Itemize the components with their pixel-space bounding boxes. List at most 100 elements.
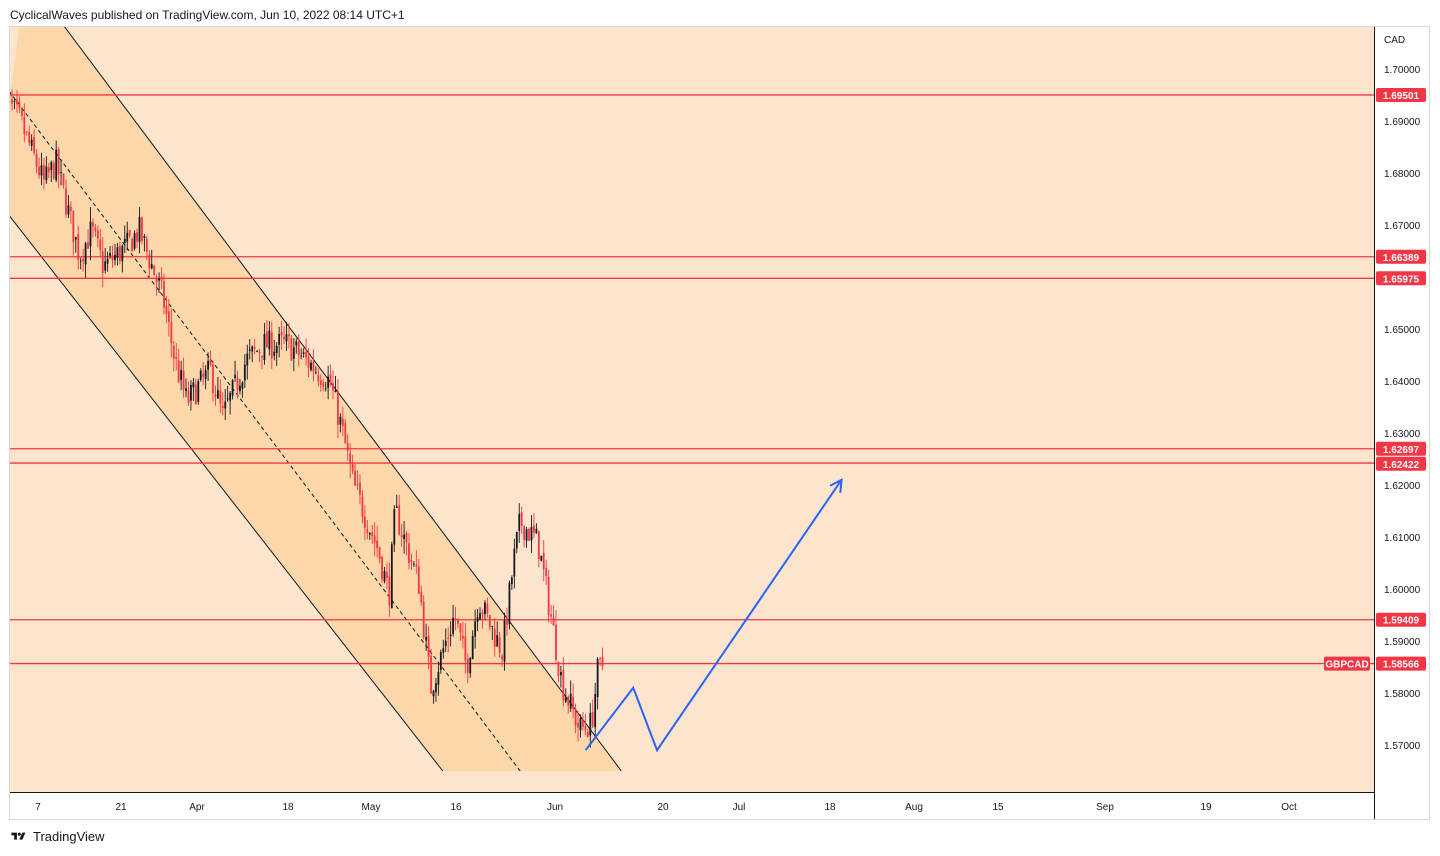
candle-body bbox=[89, 221, 92, 247]
candle-body bbox=[219, 390, 222, 404]
price-tag-level-4-text: 1.62422 bbox=[1383, 460, 1420, 471]
candle bbox=[177, 348, 180, 384]
candle-body bbox=[577, 722, 579, 728]
candle bbox=[432, 689, 435, 704]
candle bbox=[219, 379, 222, 413]
candle-body bbox=[209, 359, 212, 365]
candle bbox=[300, 348, 303, 360]
candle-body bbox=[545, 567, 548, 576]
candle bbox=[207, 352, 209, 381]
candle bbox=[594, 682, 597, 737]
candle bbox=[204, 365, 207, 390]
candle-body bbox=[535, 528, 538, 534]
candle bbox=[77, 225, 80, 270]
candle-body bbox=[579, 718, 582, 731]
candle bbox=[180, 360, 183, 391]
candle-body bbox=[390, 544, 393, 609]
channel-lower-line[interactable] bbox=[0, 199, 444, 772]
tradingview-logo[interactable]: TradingView bbox=[10, 829, 105, 844]
candle-body bbox=[84, 243, 87, 265]
candle bbox=[452, 604, 454, 637]
candle bbox=[513, 538, 516, 589]
candle-body bbox=[383, 570, 386, 582]
candles-layer bbox=[10, 89, 604, 748]
candle-body bbox=[305, 352, 307, 358]
candle-body bbox=[430, 655, 432, 694]
candle-body bbox=[574, 708, 577, 726]
candle-body bbox=[11, 99, 13, 104]
candle-body bbox=[437, 672, 440, 685]
projection-path[interactable] bbox=[584, 479, 843, 753]
candle-body bbox=[212, 364, 214, 393]
candle bbox=[550, 605, 552, 624]
projection-layer bbox=[584, 478, 843, 753]
candle-body bbox=[263, 334, 266, 361]
candle-body bbox=[412, 563, 415, 565]
candle-body bbox=[439, 652, 442, 670]
candle bbox=[439, 649, 442, 674]
candle bbox=[231, 379, 234, 400]
channel-layer bbox=[0, 0, 622, 772]
channel-median-line[interactable] bbox=[0, 74, 521, 772]
candle-body bbox=[16, 99, 18, 105]
candle-body bbox=[319, 380, 322, 385]
candle bbox=[488, 614, 491, 631]
candle-body bbox=[351, 462, 354, 472]
candle bbox=[268, 321, 271, 356]
candle-body bbox=[408, 543, 410, 564]
candle bbox=[280, 320, 283, 350]
candle bbox=[410, 553, 413, 570]
candle bbox=[92, 218, 94, 238]
candle-body bbox=[101, 251, 104, 273]
price-tag-level-4-bg bbox=[1376, 456, 1426, 471]
candle-body bbox=[550, 614, 552, 617]
candle bbox=[258, 349, 261, 363]
candle bbox=[464, 623, 467, 674]
candle-body bbox=[33, 136, 36, 153]
channel-upper-line[interactable] bbox=[26, 0, 622, 772]
candle bbox=[310, 359, 312, 372]
candle bbox=[599, 656, 601, 666]
candle-body bbox=[185, 388, 187, 391]
candle bbox=[466, 653, 469, 683]
candle-body bbox=[123, 238, 126, 243]
price-tag-level-1-text: 1.66389 bbox=[1383, 253, 1420, 264]
candle bbox=[324, 381, 327, 392]
candle-body bbox=[202, 373, 205, 377]
candle-body bbox=[118, 245, 121, 261]
candle bbox=[167, 299, 170, 337]
candle bbox=[123, 225, 126, 253]
candle bbox=[493, 617, 496, 657]
candle bbox=[143, 233, 146, 252]
candle-body bbox=[601, 657, 604, 667]
candle bbox=[337, 379, 339, 438]
candle-body bbox=[417, 566, 420, 594]
candle bbox=[128, 229, 131, 239]
candle-body bbox=[163, 280, 165, 308]
price-tag-level-1-bg bbox=[1376, 249, 1426, 264]
candle-body bbox=[43, 165, 45, 180]
candle-body bbox=[503, 620, 506, 662]
candle-body bbox=[23, 117, 26, 135]
candle bbox=[459, 623, 462, 641]
candle bbox=[481, 609, 484, 629]
price-tag-level-5-text: 1.59409 bbox=[1383, 616, 1420, 627]
channel-fill bbox=[10, 27, 622, 771]
candle-body bbox=[292, 347, 295, 359]
candle bbox=[533, 513, 535, 539]
y-tick-label: 1.67000 bbox=[1384, 221, 1421, 232]
price-tag-level-5-bg bbox=[1376, 612, 1426, 627]
candle bbox=[72, 210, 75, 256]
candle-body bbox=[346, 443, 349, 451]
candle bbox=[454, 607, 457, 631]
candle-body bbox=[314, 372, 317, 373]
candle-body bbox=[290, 338, 293, 361]
candle bbox=[574, 703, 577, 734]
x-tick-label: 20 bbox=[657, 802, 669, 813]
candle bbox=[518, 503, 521, 543]
candle-body bbox=[150, 264, 153, 269]
candle bbox=[520, 506, 523, 534]
candle-body bbox=[172, 345, 175, 359]
candle bbox=[288, 322, 290, 349]
